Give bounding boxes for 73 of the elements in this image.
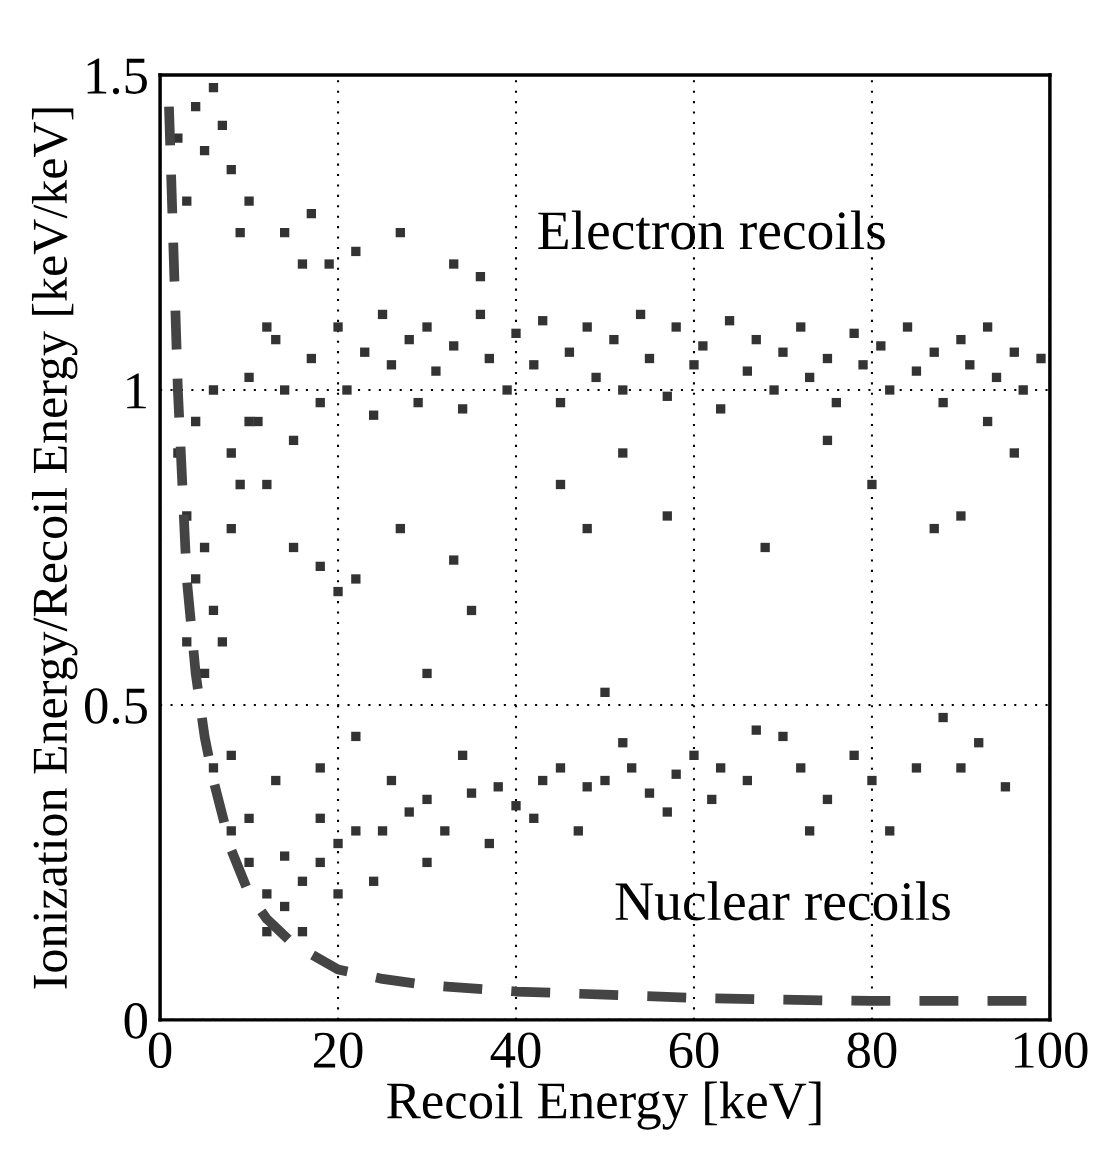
point: [368, 876, 379, 886]
point: [974, 738, 984, 748]
point: [422, 794, 432, 805]
point: [751, 725, 761, 735]
point: [707, 794, 717, 805]
point: [573, 826, 583, 836]
point: [627, 763, 637, 773]
point: [689, 750, 699, 760]
point: [226, 750, 236, 760]
point: [351, 731, 361, 742]
point: [778, 731, 788, 742]
point: [315, 813, 325, 823]
point: [618, 738, 628, 748]
point: [280, 851, 290, 861]
point: [538, 775, 548, 786]
x-tick-label: 60: [669, 1032, 719, 1069]
point: [867, 775, 877, 786]
annotation: Electron recoils: [538, 210, 885, 250]
point: [885, 826, 895, 836]
point: [280, 901, 290, 912]
x-tick-label: 80: [847, 1032, 897, 1069]
x-axis-title: Recoil Energy [keV]: [387, 1081, 821, 1130]
point: [644, 788, 655, 798]
point: [226, 826, 236, 836]
point: [315, 857, 325, 868]
y-tick-label: 0: [124, 1003, 147, 1039]
point: [849, 750, 859, 760]
x-tick-label: 20: [313, 1032, 363, 1069]
annotation: Nuclear recoils: [615, 881, 950, 921]
point: [582, 782, 592, 792]
x-tick-label: 40: [490, 1032, 541, 1069]
point: [377, 826, 388, 836]
point: [671, 769, 681, 779]
point: [351, 826, 361, 836]
point: [662, 807, 672, 817]
y-tick-label: 1.5: [87, 58, 147, 95]
point: [262, 927, 272, 937]
point: [244, 857, 254, 868]
point: [493, 782, 503, 792]
point: [742, 775, 753, 786]
point: [386, 775, 397, 786]
y-tick-label: 0.5: [85, 688, 147, 724]
point: [938, 712, 948, 723]
point: [422, 857, 432, 868]
point: [511, 801, 521, 811]
x-tick-label: 100: [1014, 1032, 1088, 1069]
point: [315, 763, 325, 773]
point: [796, 763, 806, 773]
point: [271, 775, 281, 786]
point: [484, 838, 494, 849]
point: [1000, 782, 1011, 792]
point: [457, 750, 468, 760]
point: [404, 807, 414, 817]
x-tick-label: 0: [148, 1032, 172, 1069]
point: [466, 788, 477, 798]
point: [297, 876, 308, 886]
point: [716, 763, 726, 773]
point: [822, 794, 833, 805]
point: [956, 763, 966, 773]
point: [555, 763, 566, 773]
point: [262, 889, 272, 899]
y-tick-label: 1: [127, 373, 146, 409]
point: [804, 826, 815, 836]
point: [244, 813, 254, 823]
point: [297, 927, 308, 937]
point: [333, 889, 343, 899]
y-axis-title: Ionization Energy/Recoil Energy [keV/keV]: [31, 108, 78, 989]
point: [911, 763, 922, 773]
point: [529, 813, 539, 823]
point: [600, 775, 610, 786]
point: [440, 826, 450, 836]
point: [333, 838, 343, 849]
point: [208, 763, 219, 773]
